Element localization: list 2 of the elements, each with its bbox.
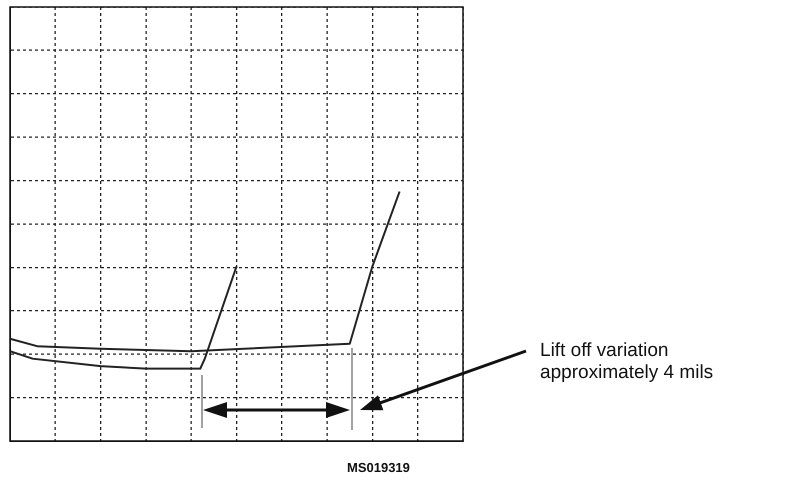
text: Lift off variation approximately 4 mils	[540, 340, 714, 384]
text: MS019319	[347, 460, 410, 475]
